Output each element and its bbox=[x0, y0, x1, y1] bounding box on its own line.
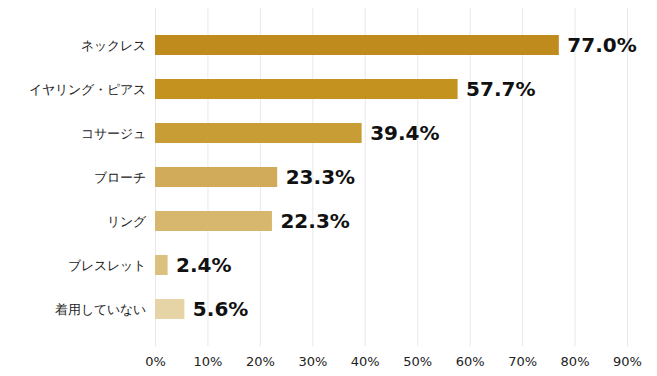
svg-text:10%: 10% bbox=[193, 354, 222, 369]
svg-text:リング: リング bbox=[107, 214, 147, 229]
svg-text:5.6%: 5.6% bbox=[193, 297, 248, 321]
svg-text:70%: 70% bbox=[508, 354, 537, 369]
svg-text:着用していない: 着用していない bbox=[55, 302, 146, 317]
svg-text:77.0%: 77.0% bbox=[567, 33, 636, 57]
svg-text:90%: 90% bbox=[613, 354, 642, 369]
svg-text:40%: 40% bbox=[351, 354, 380, 369]
svg-text:コサージュ: コサージュ bbox=[81, 126, 146, 141]
svg-text:22.3%: 22.3% bbox=[280, 209, 349, 233]
svg-text:0%: 0% bbox=[145, 354, 166, 369]
svg-text:ブローチ: ブローチ bbox=[94, 170, 146, 185]
svg-text:イヤリング・ピアス: イヤリング・ピアス bbox=[29, 82, 146, 97]
svg-text:2.4%: 2.4% bbox=[176, 253, 231, 277]
svg-text:ネックレス: ネックレス bbox=[81, 38, 146, 53]
svg-text:50%: 50% bbox=[403, 354, 432, 369]
svg-text:57.7%: 57.7% bbox=[466, 77, 535, 101]
svg-text:39.4%: 39.4% bbox=[370, 121, 439, 145]
svg-text:60%: 60% bbox=[456, 354, 485, 369]
svg-text:ブレスレット: ブレスレット bbox=[68, 258, 146, 273]
svg-text:20%: 20% bbox=[246, 354, 275, 369]
svg-text:23.3%: 23.3% bbox=[286, 165, 355, 189]
svg-text:30%: 30% bbox=[298, 354, 327, 369]
svg-text:80%: 80% bbox=[561, 354, 590, 369]
